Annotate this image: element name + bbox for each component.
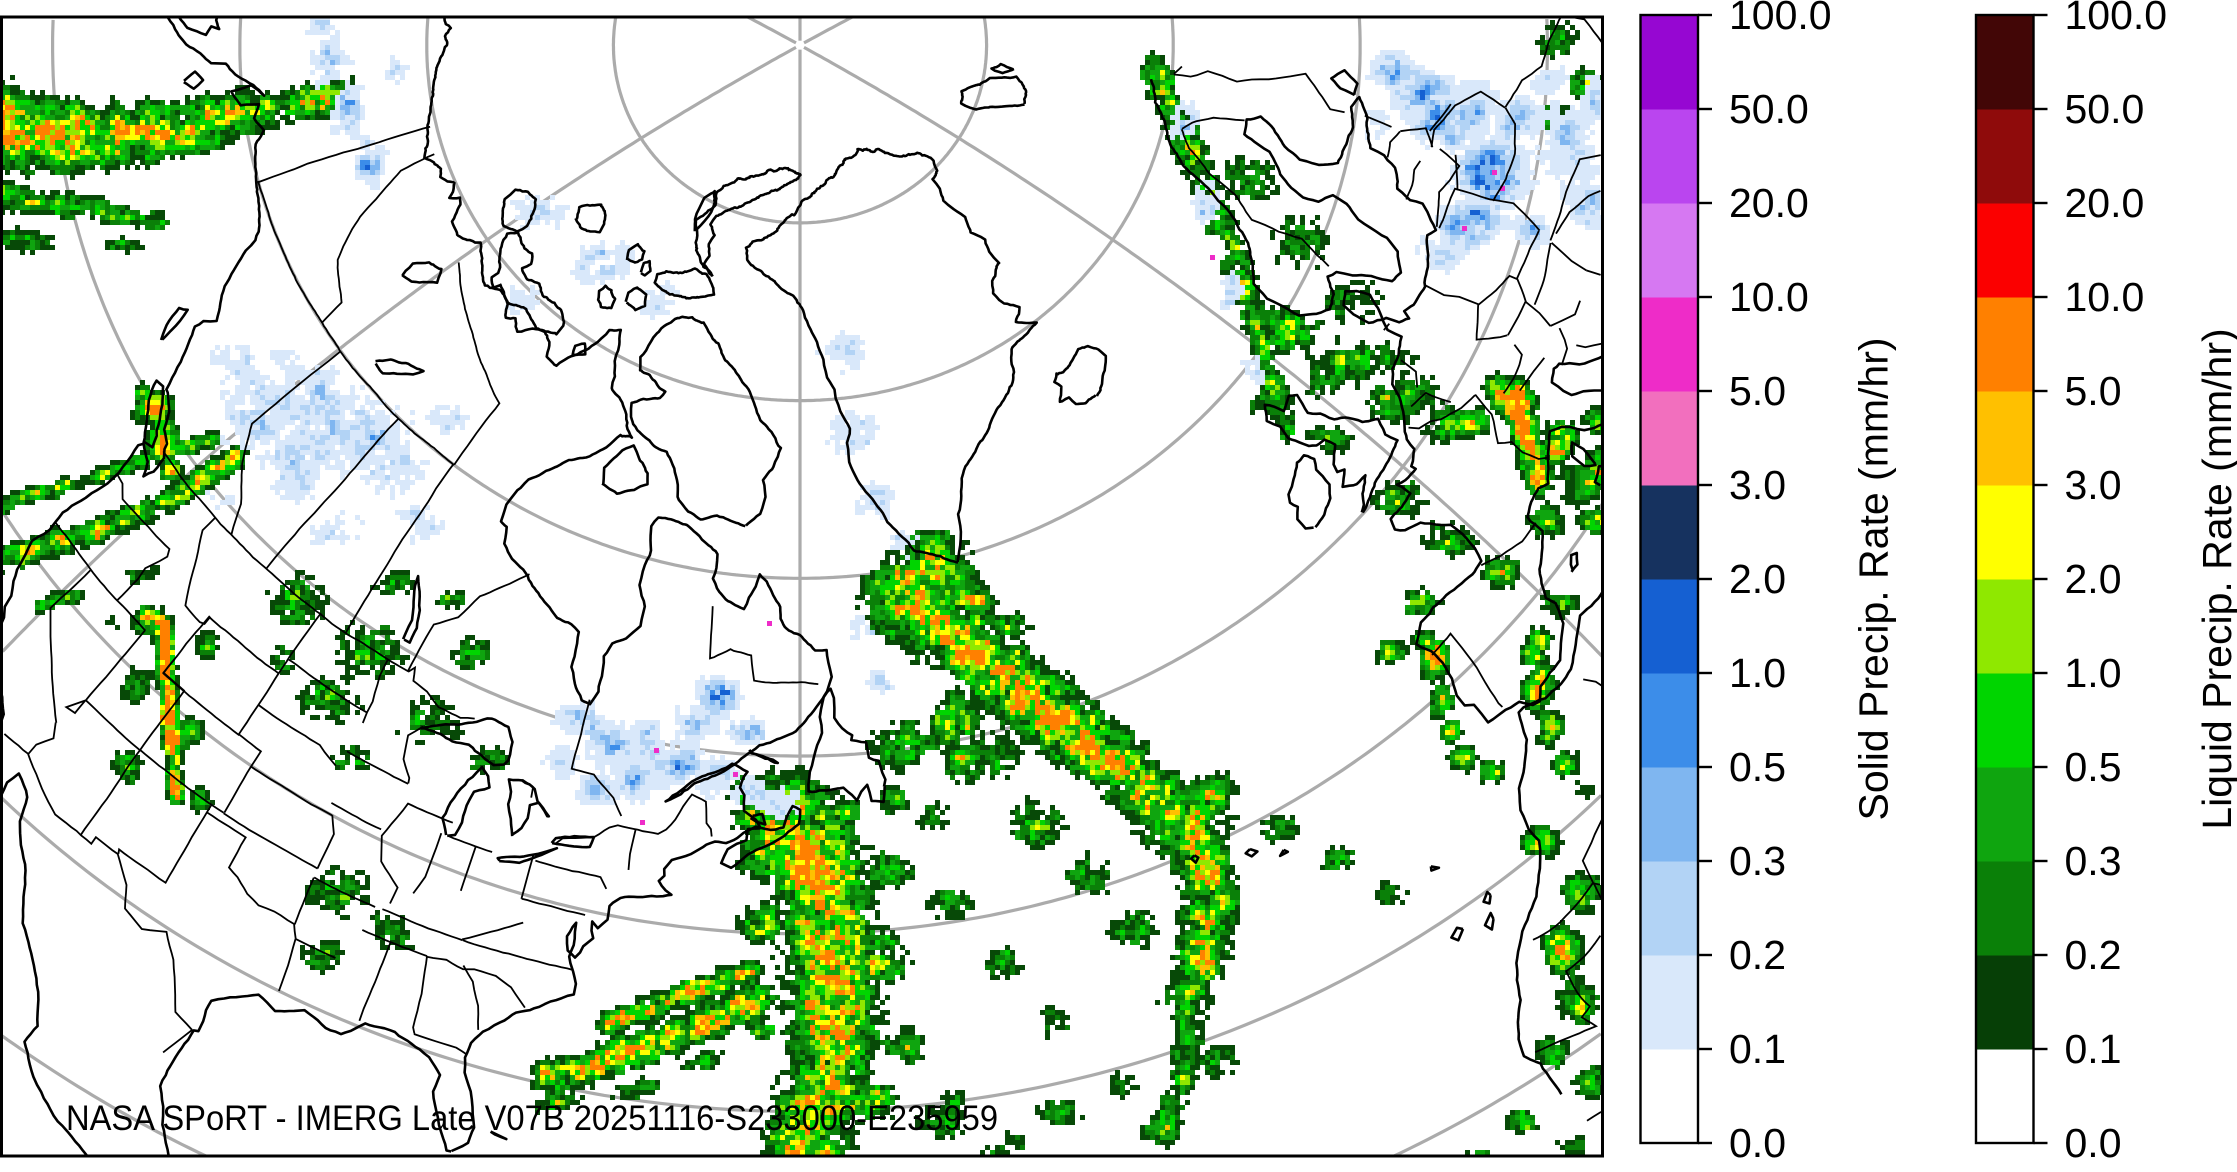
svg-text:3.0: 3.0 [1729,462,1786,508]
svg-text:1.0: 1.0 [1729,650,1786,696]
svg-text:0.1: 0.1 [1729,1026,1786,1072]
svg-text:0.0: 0.0 [1729,1120,1786,1166]
svg-text:5.0: 5.0 [2065,368,2122,414]
svg-text:0.0: 0.0 [2065,1120,2122,1166]
svg-text:0.5: 0.5 [2065,744,2122,790]
svg-text:100.0: 100.0 [2065,0,2168,38]
svg-text:Liquid Precip. Rate (mm/hr): Liquid Precip. Rate (mm/hr) [2194,328,2237,829]
svg-text:0.3: 0.3 [1729,838,1786,884]
svg-text:5.0: 5.0 [1729,368,1786,414]
svg-text:2.0: 2.0 [1729,556,1786,602]
svg-text:2.0: 2.0 [2065,556,2122,602]
svg-text:0.1: 0.1 [2065,1026,2122,1072]
svg-text:NASA SPoRT - IMERG Late V07B 2: NASA SPoRT - IMERG Late V07B 20251116-S2… [66,1098,998,1138]
svg-text:3.0: 3.0 [2065,462,2122,508]
svg-text:0.2: 0.2 [2065,932,2122,978]
svg-text:50.0: 50.0 [1729,86,1809,132]
svg-text:0.3: 0.3 [2065,838,2122,884]
svg-text:20.0: 20.0 [2065,180,2145,226]
svg-text:100.0: 100.0 [1729,0,1832,38]
svg-text:10.0: 10.0 [2065,274,2145,320]
svg-text:0.5: 0.5 [1729,744,1786,790]
svg-text:10.0: 10.0 [1729,274,1809,320]
svg-text:0.2: 0.2 [1729,932,1786,978]
svg-text:50.0: 50.0 [2065,86,2145,132]
svg-text:Solid Precip. Rate (mm/hr): Solid Precip. Rate (mm/hr) [1851,337,1897,820]
svg-text:20.0: 20.0 [1729,180,1809,226]
svg-text:1.0: 1.0 [2065,650,2122,696]
